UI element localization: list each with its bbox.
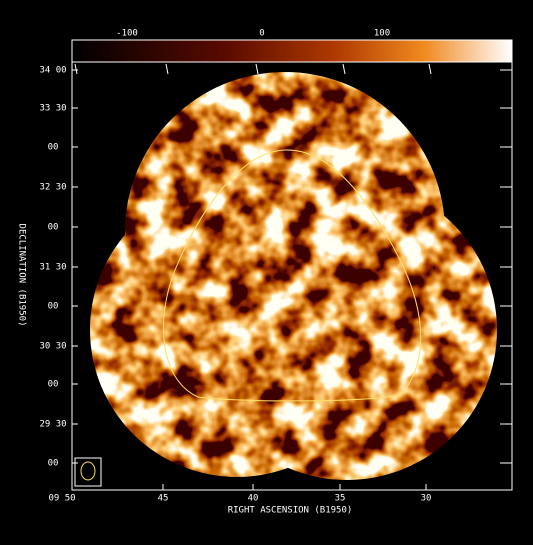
y-axis-label: DECLINATION (B1950) bbox=[17, 224, 27, 327]
x-tick-label: 45 bbox=[158, 494, 169, 504]
y-tick-label: 32 30 bbox=[39, 183, 66, 193]
ticks: 34 00 33 30 00 32 30 00 31 30 00 30 30 00 29 30 00… bbox=[39, 63, 512, 504]
x-tick-label: 40 bbox=[248, 494, 259, 504]
colorbar-tick-label: 100 bbox=[374, 29, 390, 39]
colorbar bbox=[71, 39, 513, 63]
y-tick-label: 00 bbox=[48, 302, 59, 312]
y-tick-label: 31 30 bbox=[39, 263, 66, 273]
plot-frame bbox=[71, 61, 513, 491]
x-tick-label: 35 bbox=[335, 494, 346, 504]
y-tick-label: 33 30 bbox=[39, 104, 66, 114]
radio-map bbox=[90, 72, 497, 480]
y-tick-label: 00 bbox=[48, 223, 59, 233]
x-tick bbox=[428, 63, 432, 75]
y-tick-label: 34 00 bbox=[39, 66, 66, 76]
x-axis-label: RIGHT ASCENSION (B1950) bbox=[228, 506, 353, 516]
contour bbox=[162, 149, 422, 402]
x-tick bbox=[165, 63, 169, 75]
x-tick-label: 30 bbox=[421, 494, 432, 504]
colorbar-tick-label: -100 bbox=[116, 29, 138, 39]
beam-box bbox=[74, 457, 102, 487]
y-tick-label: 29 30 bbox=[39, 420, 66, 430]
y-tick-label: 30 30 bbox=[39, 342, 66, 352]
y-tick-label: 00 bbox=[48, 459, 59, 469]
beam bbox=[80, 461, 96, 481]
x-tick bbox=[74, 63, 78, 75]
x-tick bbox=[342, 63, 346, 75]
colorbar-tick-label: 0 bbox=[259, 29, 264, 39]
y-tick-label: 00 bbox=[48, 143, 59, 153]
y-tick-label: 00 bbox=[48, 380, 59, 390]
x-tick bbox=[255, 63, 259, 75]
x-tick-label: 09 50 bbox=[48, 494, 75, 504]
